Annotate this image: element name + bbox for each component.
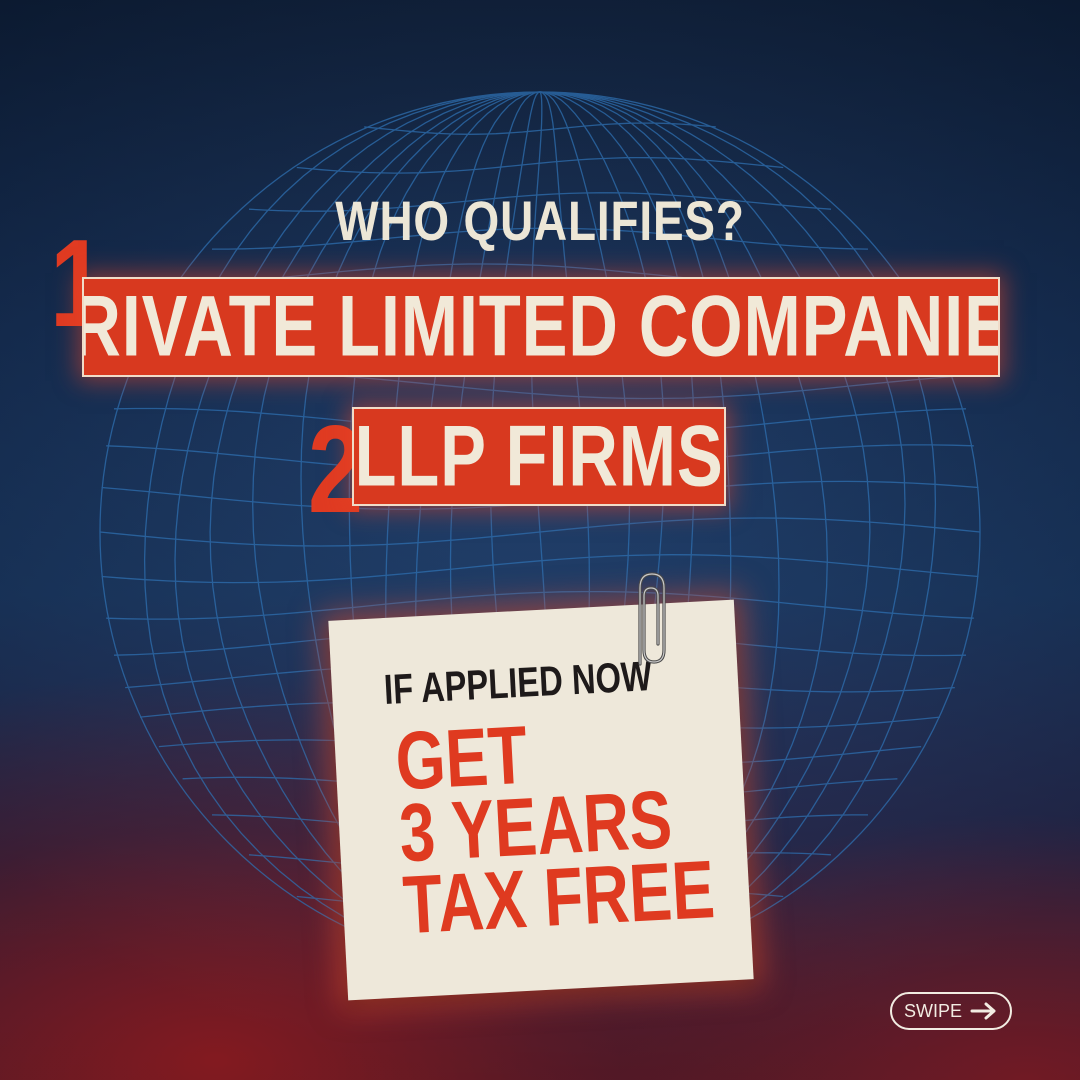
page-title: WHO QUALIFIES? [335, 189, 745, 252]
item-label-1: PRIVATE LIMITED COMPANIES [84, 278, 998, 375]
item-banner-private-limited: PRIVATE LIMITED COMPANIES [82, 277, 1000, 377]
swipe-button[interactable]: SWIPE [890, 992, 1012, 1030]
note-headline-3: TAX FREE [400, 844, 717, 952]
item-label-2: LLP FIRMS [354, 408, 724, 504]
item-banner-llp: LLP FIRMS [352, 407, 726, 506]
note-subtitle: IF APPLIED NOW [382, 652, 654, 714]
sticky-note: IF APPLIED NOW GET 3 YEARS TAX FREE [328, 599, 754, 1001]
arrow-right-icon [970, 1002, 996, 1020]
paperclip-icon [638, 572, 666, 666]
swipe-label: SWIPE [903, 1000, 962, 1021]
